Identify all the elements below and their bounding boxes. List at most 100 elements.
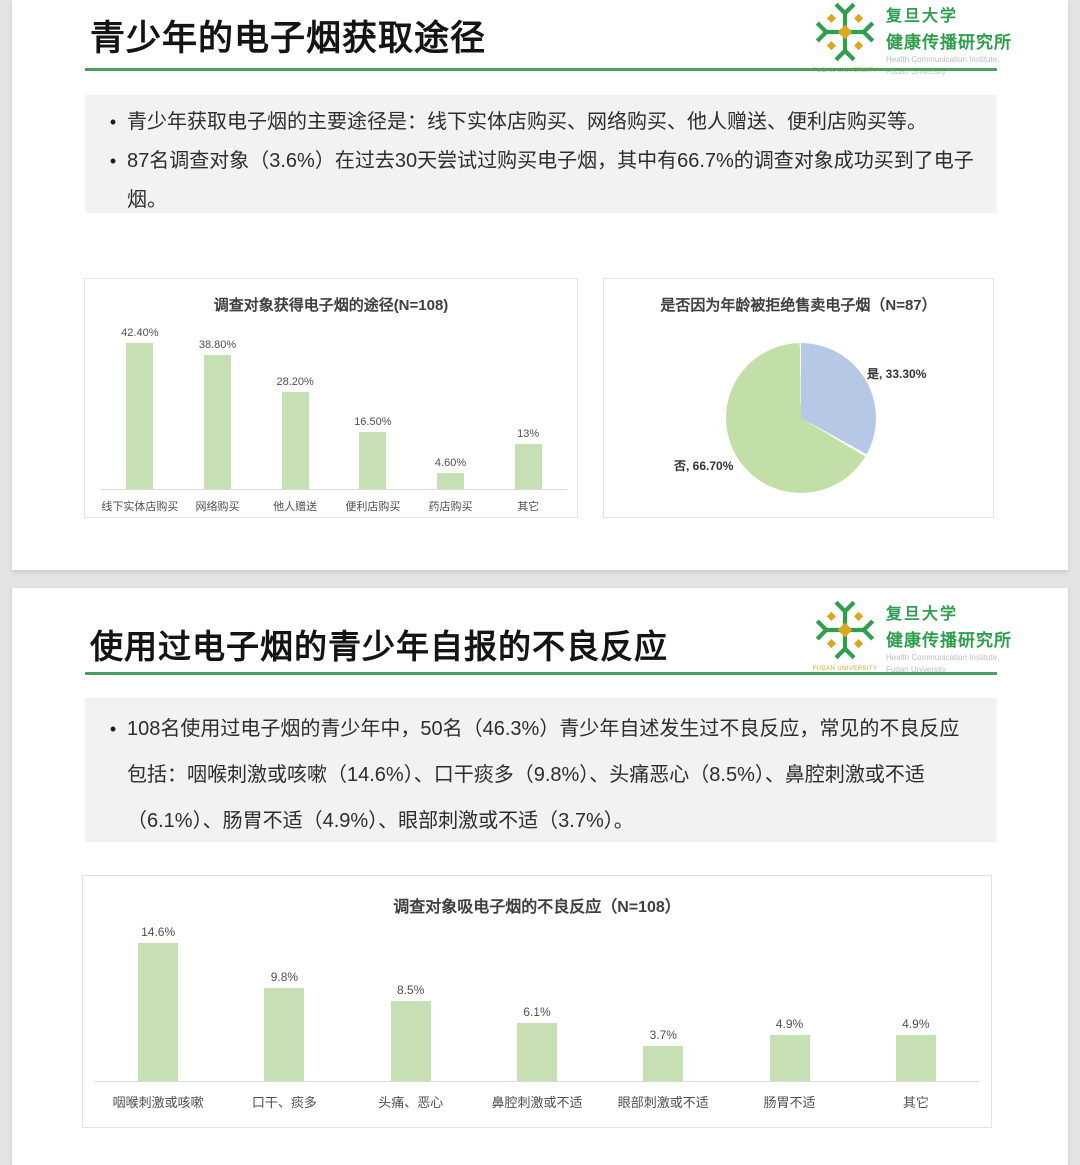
fudan-emblem-icon bbox=[815, 2, 875, 62]
bar-value-label: 42.40% bbox=[121, 327, 159, 339]
bar-column: 4.9% bbox=[853, 1017, 979, 1081]
bar bbox=[390, 1001, 431, 1081]
bar-column: 4.9% bbox=[726, 1017, 852, 1081]
bar-category-label: 口干、痰多 bbox=[251, 1095, 317, 1110]
bar-category-label: 咽喉刺激或咳嗽 bbox=[112, 1095, 204, 1110]
slide-2: 使用过电子烟的青少年自报的不良反应 bbox=[12, 588, 1068, 1165]
bar-value-label: 38.80% bbox=[198, 339, 237, 351]
bar bbox=[264, 988, 305, 1081]
pie-graphic bbox=[726, 343, 876, 493]
fudan-logo-mark: FUDAN UNIVERSITY bbox=[812, 2, 878, 74]
slide1-title: 青少年的电子烟获取途径 bbox=[90, 19, 487, 58]
logo-en-line2: Fudan University bbox=[886, 664, 947, 674]
logo-text: 复旦大学 健康传播研究所 Health Communication Instit… bbox=[886, 2, 1012, 76]
bar-category-axis: 线下实体店购买 网络购买 他人赠送 便利店购买 药店购买 其它 bbox=[101, 491, 567, 514]
bar-value-label: 3.7% bbox=[649, 1028, 677, 1042]
title-underline bbox=[85, 68, 997, 71]
pie-slice-label-no: 否, 66.70% bbox=[674, 459, 734, 473]
chart-title: 调查对象获得电子烟的途径(N=108) bbox=[213, 297, 449, 314]
bar-category-label: 鼻腔刺激或不适 bbox=[491, 1095, 583, 1110]
logo-caption: FUDAN UNIVERSITY bbox=[812, 666, 878, 672]
bar-value-label: 6.1% bbox=[523, 1005, 551, 1019]
bar-column: 4.60% bbox=[412, 457, 490, 489]
bar bbox=[126, 343, 154, 489]
bar-category-label: 其它 bbox=[517, 501, 540, 513]
summary-bullet: • 青少年获取电子烟的主要途径是：线下实体店购买、网络购买、他人赠送、便利店购买… bbox=[99, 103, 977, 142]
slide2-title: 使用过电子烟的青少年自报的不良反应 bbox=[90, 628, 668, 665]
bar bbox=[437, 473, 465, 489]
bar-category-label: 便利店购买 bbox=[345, 501, 401, 513]
bar-value-label: 4.9% bbox=[902, 1017, 930, 1031]
fudan-emblem-icon bbox=[815, 600, 875, 660]
bar-column: 28.20% bbox=[256, 376, 334, 489]
bar-category-label: 线下实体店购买 bbox=[101, 501, 179, 513]
bullet-dot-icon: • bbox=[109, 719, 117, 739]
summary-text: 青少年获取电子烟的主要途径是：线下实体店购买、网络购买、他人赠送、便利店购买等。 bbox=[127, 111, 927, 133]
fudan-logo: FUDAN UNIVERSITY 复旦大学 健康传播研究所 Health Com… bbox=[812, 2, 1012, 76]
bar-category-label: 其它 bbox=[902, 1095, 929, 1110]
logo-caption: FUDAN UNIVERSITY bbox=[812, 68, 878, 74]
summary-text: 87名调查对象（3.6%）在过去30天尝试过购买电子烟，其中有66.7%的调查对… bbox=[127, 150, 974, 211]
logo-cn-line1: 复旦大学 bbox=[886, 606, 959, 623]
bar-column: 9.8% bbox=[221, 970, 347, 1081]
bar bbox=[204, 355, 231, 489]
bar-value-label: 14.6% bbox=[141, 925, 176, 939]
summary-bullet: • 108名使用过电子烟的青少年中，50名（46.3%）青少年自述发生过不良反应… bbox=[99, 706, 977, 844]
bar bbox=[138, 943, 179, 1081]
bar-category-label: 肠胃不适 bbox=[763, 1095, 816, 1110]
bar-value-label: 8.5% bbox=[397, 983, 425, 997]
logo-text: 复旦大学 健康传播研究所 Health Communication Instit… bbox=[886, 600, 1012, 674]
bar-chart-adverse-reactions: 调查对象吸电子烟的不良反应（N=108） 14.6% 9.8% 8.5% 6.1% 3.… bbox=[82, 875, 992, 1128]
bar-column: 6.1% bbox=[474, 1005, 600, 1081]
pie-slice-label-yes: 是, 33.30% bbox=[867, 367, 927, 381]
summary-text: 108名使用过电子烟的青少年中，50名（46.3%）青少年自述发生过不良反应，常… bbox=[127, 718, 960, 832]
bar-category-label: 他人赠送 bbox=[273, 501, 318, 513]
bar-value-label: 4.9% bbox=[775, 1017, 804, 1031]
logo-en-line1: Health Communication Institute, bbox=[886, 653, 1000, 662]
bar bbox=[514, 444, 542, 489]
bar-column: 16.50% bbox=[334, 416, 412, 489]
bar-category-axis: 咽喉刺激或咳嗽 口干、痰多 头痛、恶心 鼻腔刺激或不适 眼部刺激或不适 肠胃不适 其它 bbox=[95, 1083, 979, 1111]
logo-cn-line1: 复旦大学 bbox=[886, 8, 959, 25]
bar bbox=[359, 432, 387, 489]
bar-category-label: 头痛、恶心 bbox=[378, 1095, 444, 1110]
chart-title: 是否因为年龄被拒绝售卖电子烟（N=87） bbox=[660, 297, 937, 314]
logo-cn-line2: 健康传播研究所 bbox=[886, 33, 1012, 52]
bar-column: 42.40% bbox=[101, 327, 179, 489]
bar bbox=[895, 1035, 936, 1081]
bar-column: 8.5% bbox=[348, 983, 474, 1081]
bar bbox=[516, 1023, 557, 1081]
slide1-summary-box: • 青少年获取电子烟的主要途径是：线下实体店购买、网络购买、他人赠送、便利店购买… bbox=[85, 95, 997, 213]
pie-chart-age-refusal: 是否因为年龄被拒绝售卖电子烟（N=87） 是, 33.30% 否, 66.70% bbox=[603, 278, 994, 518]
bar-value-label: 4.60% bbox=[434, 457, 467, 469]
bar bbox=[281, 392, 309, 489]
logo-en-line2: Fudan University bbox=[886, 66, 947, 76]
slide-1: 青少年的电子烟获取途径 bbox=[12, 0, 1068, 570]
bar-value-label: 9.8% bbox=[270, 970, 299, 984]
summary-bullet: • 87名调查对象（3.6%）在过去30天尝试过购买电子烟，其中有66.7%的调… bbox=[99, 142, 977, 220]
fudan-logo: FUDAN UNIVERSITY 复旦大学 健康传播研究所 Health Com… bbox=[812, 600, 1012, 674]
chart-title: 调查对象吸电子烟的不良反应（N=108） bbox=[393, 899, 681, 916]
bar-value-label: 13% bbox=[517, 428, 540, 440]
bar-plot-area: 42.40% 38.80% 28.20% 16.50% 4.60% 13% bbox=[101, 279, 567, 490]
bar bbox=[769, 1035, 810, 1081]
bar-plot-area: 14.6% 9.8% 8.5% 6.1% 3.7% 4.9% 4.9% bbox=[95, 876, 979, 1082]
slide2-summary-box: • 108名使用过电子烟的青少年中，50名（46.3%）青少年自述发生过不良反应… bbox=[85, 698, 997, 842]
bar-column: 38.80% bbox=[179, 339, 257, 489]
bullet-dot-icon: • bbox=[109, 151, 117, 171]
title-underline bbox=[85, 672, 997, 675]
bar-category-label: 网络购买 bbox=[195, 501, 240, 513]
bar-category-label: 药店购买 bbox=[428, 501, 473, 513]
logo-en-line1: Health Communication Institute, bbox=[886, 55, 1000, 64]
bar-category-label: 眼部刺激或不适 bbox=[617, 1095, 709, 1110]
bar-column: 14.6% bbox=[95, 925, 221, 1081]
bar-value-label: 28.20% bbox=[276, 376, 314, 388]
bar-value-label: 16.50% bbox=[354, 416, 392, 428]
logo-cn-line2: 健康传播研究所 bbox=[886, 631, 1012, 650]
bar-chart-acquisition-channels: 调查对象获得电子烟的途径(N=108) 42.40% 38.80% 28.20% 16… bbox=[84, 278, 578, 518]
bar bbox=[643, 1046, 684, 1081]
bar-column: 13% bbox=[489, 428, 567, 489]
fudan-logo-mark: FUDAN UNIVERSITY bbox=[812, 600, 878, 672]
bar-column: 3.7% bbox=[600, 1028, 726, 1081]
